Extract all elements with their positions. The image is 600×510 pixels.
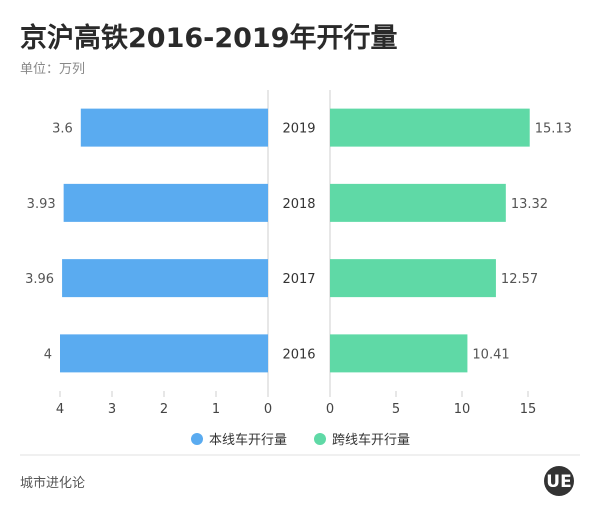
right-tick-label-0: 0: [326, 402, 334, 417]
legend: 本线车开行量 跨线车开行量: [191, 432, 410, 448]
category-label-2017: 2017: [282, 272, 315, 287]
category-label-2018: 2018: [282, 197, 315, 212]
bar-right-2016: [330, 334, 468, 373]
right-tick-label-15: 15: [520, 402, 537, 417]
left-tick-label-0: 0: [264, 402, 272, 417]
data-label-left-2018: 3.93: [27, 197, 56, 212]
logo-badge: UE: [544, 466, 574, 496]
data-label-right-2019: 15.13: [535, 122, 572, 137]
left-tick-label-1: 1: [212, 402, 220, 417]
left-tick-label-3: 3: [108, 402, 116, 417]
left-panel: 3.6 3.93 3.96 4 4 3 2 1 0: [25, 90, 272, 417]
bar-right-2018: [330, 183, 506, 222]
legend-swatch-left: [191, 433, 203, 445]
category-label-2019: 2019: [282, 122, 315, 137]
right-tick-label-5: 5: [392, 402, 400, 417]
data-label-right-2017: 12.57: [501, 272, 538, 287]
chart-title: 京沪高铁2016-2019年开行量: [20, 22, 398, 54]
left-tick-label-4: 4: [56, 402, 64, 417]
bar-left-2018: [63, 183, 268, 222]
right-tick-label-10: 10: [454, 402, 471, 417]
legend-label-right: 跨线车开行量: [332, 432, 410, 448]
data-label-left-2017: 3.96: [25, 272, 54, 287]
legend-swatch-right: [314, 433, 326, 445]
data-label-right-2016: 10.41: [472, 347, 509, 362]
bar-right-2017: [330, 259, 496, 298]
chart-subtitle: 单位：万列: [20, 62, 85, 77]
right-panel: 15.13 13.32 12.57 10.41 0 5 10 15: [326, 90, 572, 417]
data-label-left-2019: 3.6: [52, 122, 73, 137]
bar-left-2017: [62, 259, 268, 298]
category-labels: 2019 2018 2017 2016: [282, 122, 315, 363]
left-tick-label-2: 2: [160, 402, 168, 417]
category-label-2016: 2016: [282, 347, 315, 362]
bar-left-2016: [60, 334, 268, 373]
logo-text: UE: [546, 472, 571, 492]
legend-label-left: 本线车开行量: [209, 432, 287, 448]
bar-left-2019: [80, 108, 268, 147]
data-label-left-2016: 4: [44, 347, 52, 362]
data-label-right-2018: 13.32: [511, 197, 548, 212]
source-label: 城市进化论: [20, 475, 85, 491]
bar-right-2019: [330, 108, 530, 147]
logo-circle: [544, 466, 574, 496]
